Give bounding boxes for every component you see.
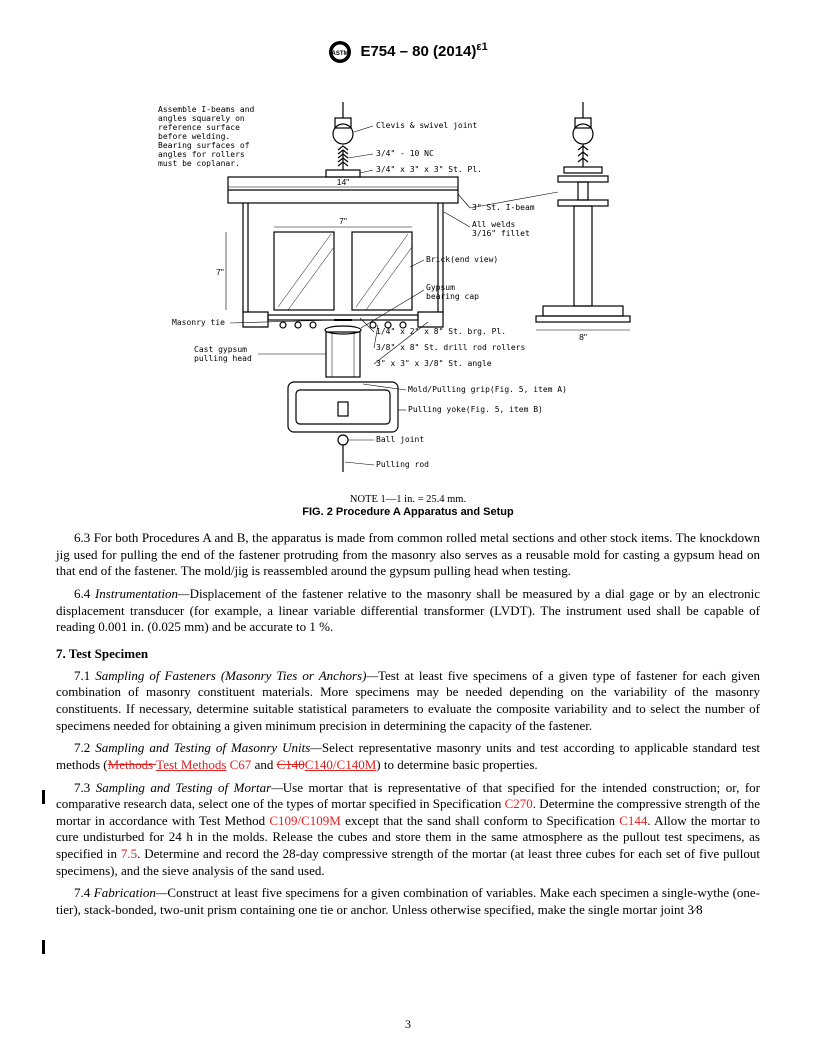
- revision-bar-icon: [42, 940, 45, 954]
- svg-text:Masonry tie: Masonry tie: [172, 318, 225, 327]
- svg-text:Ball joint: Ball joint: [376, 435, 424, 444]
- designation-text: E754 – 80 (2014): [360, 43, 476, 60]
- svg-text:7": 7": [216, 267, 224, 277]
- para-7-4: 7.4 Fabrication—Construct at least five …: [56, 885, 760, 918]
- svg-text:3/8" x 8" St. drill rod roller: 3/8" x 8" St. drill rod rollers: [376, 343, 525, 352]
- para-6-4: 6.4 Instrumentation—Displacement of the …: [56, 586, 760, 636]
- svg-text:Cast gypsumpulling head: Cast gypsumpulling head: [194, 345, 252, 363]
- svg-text:Assemble I-beams andangles squ: Assemble I-beams andangles squarely onre…: [158, 105, 255, 168]
- ref-c67[interactable]: C67: [230, 757, 252, 772]
- svg-text:7": 7": [339, 216, 347, 226]
- svg-text:All welds3/16" fillet: All welds3/16" fillet: [472, 220, 530, 238]
- ref-c109[interactable]: C109/C109M: [269, 813, 341, 828]
- page-number: 3: [0, 1017, 816, 1032]
- svg-text:Pulling yoke(Fig. 5, item B): Pulling yoke(Fig. 5, item B): [408, 405, 543, 414]
- svg-text:8": 8": [579, 332, 587, 342]
- apparatus-diagram-icon: 14": [148, 72, 668, 492]
- svg-text:Pulling rod: Pulling rod: [376, 460, 429, 469]
- section-7-head: 7. Test Specimen: [56, 646, 760, 662]
- svg-text:Clevis & swivel joint: Clevis & swivel joint: [376, 121, 477, 130]
- svg-text:1/4" x 2" x 8" St. brg. Pl.: 1/4" x 2" x 8" St. brg. Pl.: [376, 327, 506, 336]
- astm-logo-icon: ASTM: [328, 40, 352, 64]
- para-7-3: 7.3 Sampling and Testing of Mortar—Use m…: [56, 780, 760, 880]
- svg-text:3" St. I-beam: 3" St. I-beam: [472, 203, 535, 212]
- svg-text:3/4" x 3" x 3" St. Pl.: 3/4" x 3" x 3" St. Pl.: [376, 165, 482, 174]
- figure-note: NOTE 1—1 in. = 25.4 mm.: [56, 494, 760, 505]
- figure-2: 14": [56, 72, 760, 518]
- epsilon-sup: ε1: [476, 41, 487, 53]
- ref-c144[interactable]: C144: [619, 813, 647, 828]
- svg-text:3/4" - 10 NC: 3/4" - 10 NC: [376, 149, 434, 158]
- svg-text:Gypsumbearing cap: Gypsumbearing cap: [426, 283, 479, 301]
- ref-7-5[interactable]: 7.5: [121, 846, 137, 861]
- para-7-1: 7.1 Sampling of Fasteners (Masonry Ties …: [56, 668, 760, 735]
- svg-text:ASTM: ASTM: [332, 51, 349, 57]
- revision-bar-icon: [42, 790, 45, 804]
- para-7-2: 7.2 Sampling and Testing of Masonry Unit…: [56, 740, 760, 773]
- svg-text:3" x 3" x 3/8" St. angle: 3" x 3" x 3/8" St. angle: [376, 359, 492, 368]
- page-header: ASTM E754 – 80 (2014)ε1: [56, 40, 760, 64]
- svg-text:14": 14": [337, 177, 349, 187]
- para-6-3: 6.3 For both Procedures A and B, the app…: [56, 530, 760, 580]
- svg-text:Brick(end view): Brick(end view): [426, 255, 498, 264]
- ref-c270[interactable]: C270: [505, 796, 533, 811]
- svg-text:Mold/Pulling grip(Fig. 5, item: Mold/Pulling grip(Fig. 5, item A): [408, 385, 567, 394]
- figure-caption: FIG. 2 Procedure A Apparatus and Setup: [56, 506, 760, 518]
